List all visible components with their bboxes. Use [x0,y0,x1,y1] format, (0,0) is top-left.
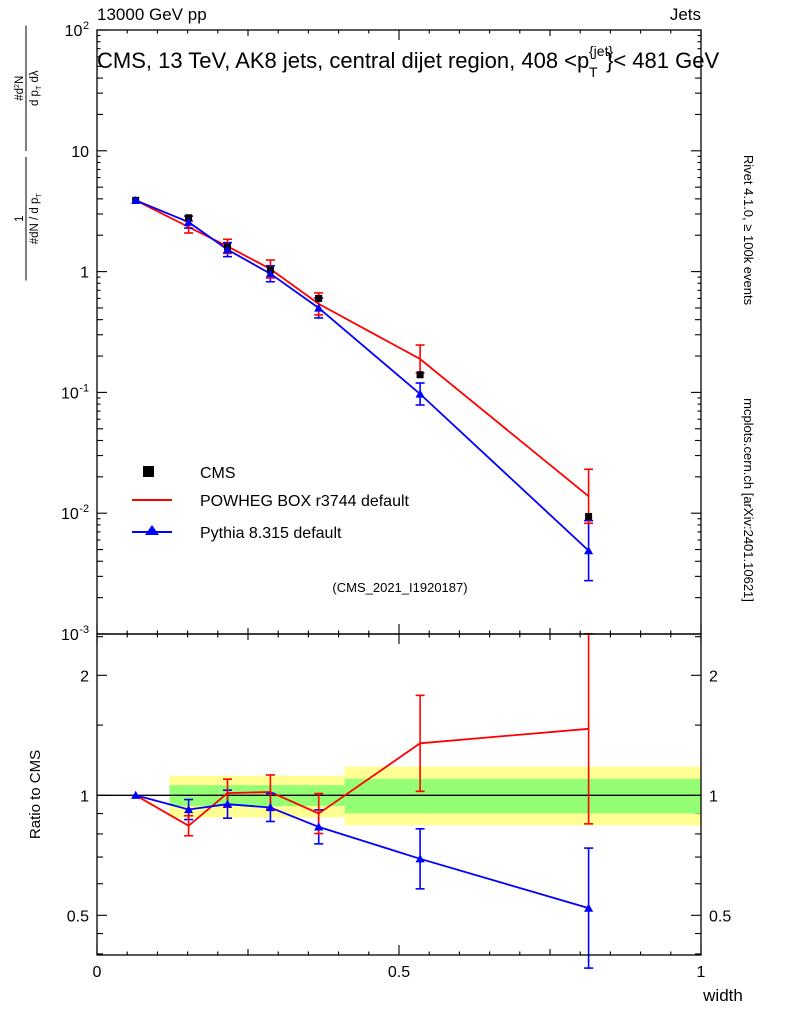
svg-text:}< 481 GeV: }< 481 GeV [606,48,719,73]
svg-text:CMS, 13 TeV, AK8 jets, central: CMS, 13 TeV, AK8 jets, central dijet reg… [97,48,589,73]
svg-text:mcplots.cern.ch [arXiv:2401.10: mcplots.cern.ch [arXiv:2401.10621] [741,398,756,602]
svg-text:1: 1 [80,265,89,282]
svg-text:Jets: Jets [670,5,701,24]
svg-text:2: 2 [709,668,718,685]
svg-text:0.5: 0.5 [709,908,731,925]
svg-text:1: 1 [709,788,718,805]
svg-text:POWHEG BOX r3744 default: POWHEG BOX r3744 default [200,493,410,510]
svg-text:10: 10 [71,144,89,161]
svg-text:0.5: 0.5 [388,964,410,981]
svg-text:#dN / d pT: #dN / d pT [29,193,43,245]
svg-text:1: 1 [697,964,706,981]
svg-text:Rivet 4.1.0, ≥ 100k events: Rivet 4.1.0, ≥ 100k events [741,155,756,306]
svg-text:(CMS_2021_I1920187): (CMS_2021_I1920187) [332,580,467,595]
svg-text:1: 1 [14,216,26,222]
svg-text:0: 0 [93,964,102,981]
svg-text:0.5: 0.5 [67,908,89,925]
svg-text:Pythia 8.315 default: Pythia 8.315 default [200,525,342,542]
svg-text:#d2N: #d2N [13,76,26,101]
svg-text:13000 GeV pp: 13000 GeV pp [97,5,207,24]
svg-text:Ratio to CMS: Ratio to CMS [27,750,44,839]
svg-text:1: 1 [80,788,89,805]
svg-text:T: T [589,64,598,80]
svg-text:CMS: CMS [200,465,236,482]
svg-text:width: width [702,986,743,1005]
svg-text:2: 2 [80,668,89,685]
